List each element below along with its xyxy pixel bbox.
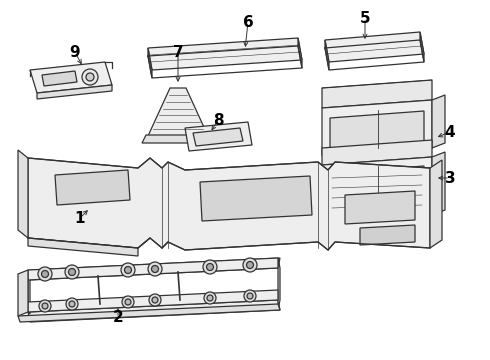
Polygon shape: [200, 176, 312, 221]
Circle shape: [244, 290, 256, 302]
Text: 3: 3: [445, 171, 455, 185]
Polygon shape: [360, 225, 415, 245]
Circle shape: [86, 73, 94, 81]
Polygon shape: [18, 270, 28, 316]
Polygon shape: [330, 111, 424, 152]
Polygon shape: [18, 304, 280, 322]
Polygon shape: [55, 170, 130, 205]
Polygon shape: [37, 85, 112, 99]
Polygon shape: [322, 80, 432, 108]
Circle shape: [69, 301, 75, 307]
Text: 5: 5: [360, 10, 370, 26]
Circle shape: [149, 294, 161, 306]
Text: 9: 9: [70, 45, 80, 59]
Circle shape: [39, 300, 51, 312]
Polygon shape: [322, 140, 432, 165]
Polygon shape: [278, 258, 280, 310]
Polygon shape: [28, 300, 280, 322]
Polygon shape: [325, 32, 424, 62]
Polygon shape: [432, 152, 445, 215]
Circle shape: [203, 260, 217, 274]
Polygon shape: [30, 62, 112, 93]
Polygon shape: [345, 191, 415, 224]
Circle shape: [152, 297, 158, 303]
Circle shape: [124, 266, 131, 274]
Polygon shape: [420, 32, 424, 62]
Polygon shape: [148, 38, 302, 70]
Circle shape: [82, 69, 98, 85]
Circle shape: [69, 269, 75, 275]
Text: 2: 2: [113, 310, 123, 325]
Polygon shape: [28, 238, 138, 256]
Circle shape: [247, 293, 253, 299]
Circle shape: [206, 264, 214, 270]
Polygon shape: [298, 38, 302, 68]
Polygon shape: [28, 258, 280, 280]
Text: 8: 8: [213, 113, 223, 127]
Circle shape: [122, 296, 134, 308]
Text: 1: 1: [75, 211, 85, 225]
Circle shape: [42, 270, 49, 278]
Text: 4: 4: [445, 125, 455, 140]
Polygon shape: [322, 157, 432, 223]
Polygon shape: [148, 48, 152, 78]
Polygon shape: [42, 71, 77, 86]
Text: 7: 7: [172, 45, 183, 59]
Polygon shape: [430, 160, 442, 248]
Text: 6: 6: [243, 14, 253, 30]
Polygon shape: [193, 128, 243, 146]
Circle shape: [243, 258, 257, 272]
Polygon shape: [28, 158, 430, 250]
Polygon shape: [28, 270, 30, 314]
Polygon shape: [142, 135, 214, 143]
Circle shape: [121, 263, 135, 277]
Circle shape: [207, 295, 213, 301]
Polygon shape: [148, 88, 208, 136]
Circle shape: [65, 265, 79, 279]
Circle shape: [125, 299, 131, 305]
Circle shape: [204, 292, 216, 304]
Polygon shape: [330, 166, 424, 217]
Polygon shape: [28, 290, 278, 312]
Polygon shape: [18, 150, 28, 238]
Circle shape: [66, 298, 78, 310]
Circle shape: [246, 261, 253, 269]
Circle shape: [151, 266, 158, 273]
Polygon shape: [322, 100, 432, 156]
Polygon shape: [432, 95, 445, 148]
Polygon shape: [185, 122, 252, 151]
Polygon shape: [325, 40, 329, 70]
Polygon shape: [28, 258, 278, 280]
Circle shape: [42, 303, 48, 309]
Circle shape: [148, 262, 162, 276]
Circle shape: [38, 267, 52, 281]
